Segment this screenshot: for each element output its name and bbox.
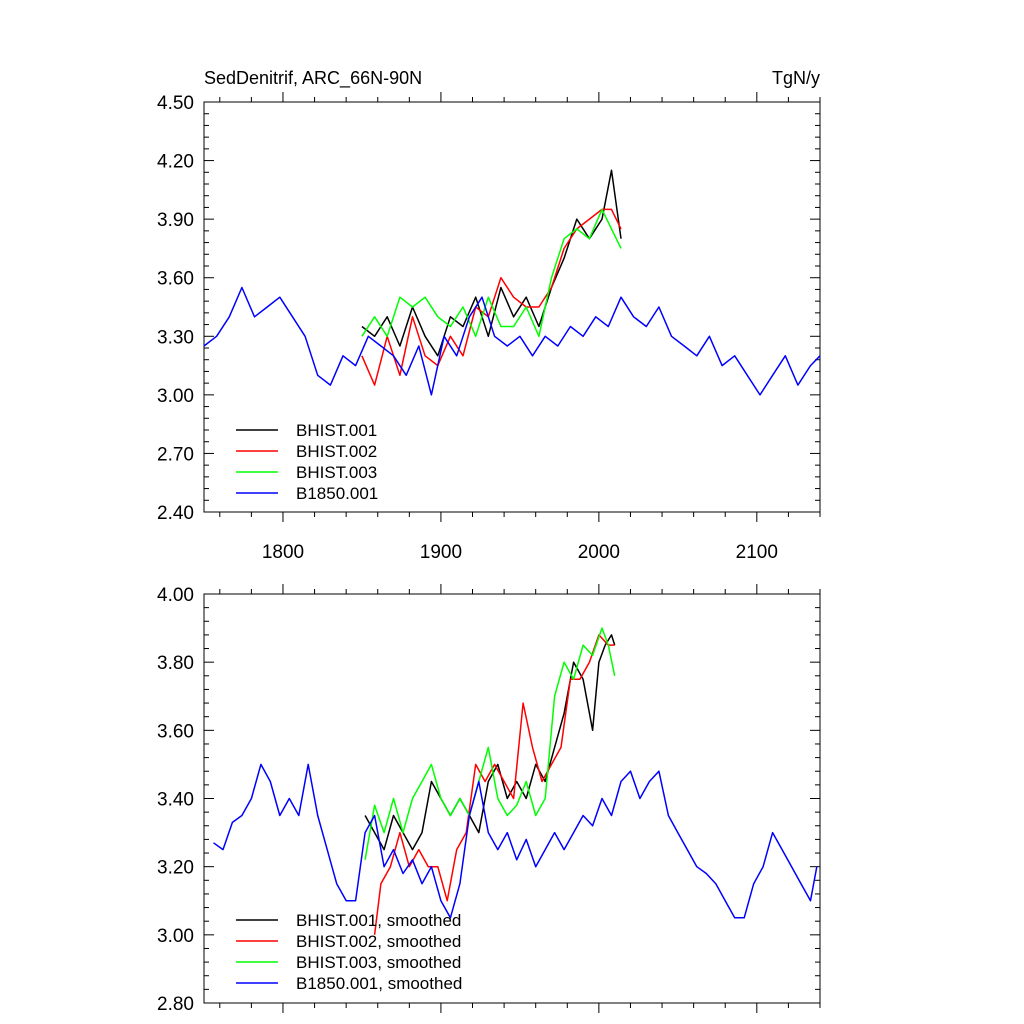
series-line: [203, 286, 821, 396]
top-panel: 2.40 2.70 3.00 3.30 3.60 3.90 4.20 4.50 1800 1900…: [157, 92, 821, 563]
x-tick-label: 2000: [578, 542, 620, 563]
y-tick-label: 4.50: [157, 93, 194, 114]
y-tick-label: 3.80: [157, 653, 194, 674]
y-tick-label: 3.30: [157, 327, 194, 348]
legend-label: BHIST.003, smoothed: [296, 953, 461, 972]
x-tick-label: 1900: [420, 542, 462, 563]
legend-label: BHIST.003: [296, 463, 377, 482]
y-tick-label: 3.40: [157, 790, 194, 811]
y-tick-label: 3.20: [157, 858, 194, 879]
series-line: [213, 763, 818, 919]
y-tick-label: 2.70: [157, 444, 194, 465]
legend-label: BHIST.002, smoothed: [296, 932, 461, 951]
legend-label: B1850.001: [296, 484, 378, 503]
legend-label: BHIST.001: [296, 421, 377, 440]
legend-label: BHIST.002: [296, 442, 377, 461]
bottom-panel: 2.80 3.00 3.20 3.40 3.60 3.80 4.00 BHIST.001, s…: [157, 584, 821, 1015]
x-tick-label: 1800: [262, 542, 304, 563]
y-tick-label: 3.00: [157, 926, 194, 947]
legend-label: BHIST.001, smoothed: [296, 911, 461, 930]
y-tick-label: 4.20: [157, 152, 194, 173]
y-tick-label: 2.40: [157, 503, 194, 524]
x-tick-label: 2100: [736, 542, 778, 563]
y-tick-label: 4.00: [157, 585, 194, 606]
panel-title-right: TgN/y: [772, 68, 820, 88]
y-tick-label: 3.90: [157, 210, 194, 231]
series-line: [361, 208, 622, 386]
y-tick-label: 3.00: [157, 386, 194, 407]
series-line: [364, 627, 616, 860]
y-tick-label: 3.60: [157, 269, 194, 290]
series-line: [364, 634, 616, 851]
panel-title-left: SedDenitrif, ARC_66N-90N: [204, 68, 422, 89]
y-tick-label: 3.60: [157, 721, 194, 742]
series-line: [361, 208, 622, 338]
y-tick-label: 2.80: [157, 994, 194, 1015]
plot-frame: [203, 101, 821, 513]
legend-label: B1850.001, smoothed: [296, 974, 462, 993]
